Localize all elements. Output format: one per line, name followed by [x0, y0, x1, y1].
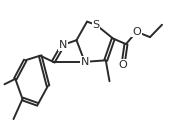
Text: O: O	[132, 27, 141, 37]
Text: N: N	[81, 57, 89, 67]
Text: O: O	[119, 60, 127, 70]
Text: N: N	[59, 40, 67, 50]
Text: S: S	[92, 20, 100, 30]
